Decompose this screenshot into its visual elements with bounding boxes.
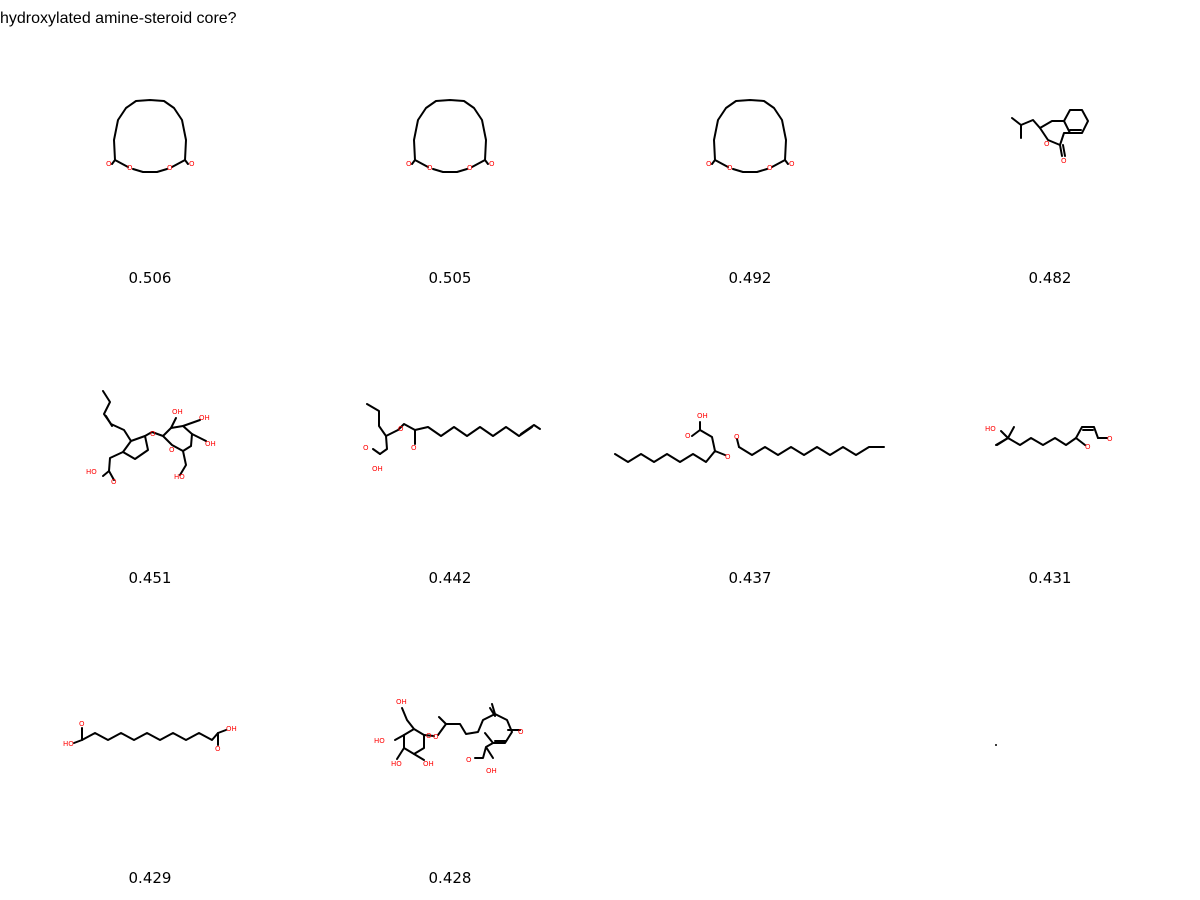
- similarity-score: 0.437: [728, 569, 772, 587]
- oxygen-label: O: [433, 733, 439, 741]
- oxygen-label: O: [111, 478, 117, 486]
- molecule-structure: O O: [1011, 109, 1089, 165]
- hydroxyl-label: OH: [697, 412, 708, 420]
- result-cell[interactable]: O OH OH OH HO HO O O 0.451: [0, 300, 300, 600]
- oxygen-label: O: [767, 164, 773, 172]
- oxygen-label: O: [489, 160, 495, 168]
- hydroxyl-label: OH: [423, 760, 434, 768]
- result-cell[interactable]: O HO OH O 0.429: [0, 600, 300, 900]
- oxygen-label: O: [127, 164, 133, 172]
- result-cell[interactable]: O O 0.482: [900, 0, 1200, 300]
- oxygen-label: O: [734, 433, 740, 441]
- molecule-structure: O O O O: [406, 99, 495, 173]
- oxygen-label: O: [1107, 435, 1113, 443]
- oxygen-label: O: [789, 160, 795, 168]
- hydroxyl-label: OH: [486, 767, 497, 775]
- oxygen-label: O: [411, 444, 417, 452]
- oxygen-label: O: [1061, 157, 1067, 165]
- oxygen-label: O: [725, 453, 731, 461]
- oxygen-label: O: [1085, 443, 1091, 451]
- oxygen-label: O: [406, 160, 412, 168]
- query-title: hydroxylated amine-steroid core?: [0, 10, 237, 27]
- similarity-score: 0.492: [728, 269, 772, 287]
- result-cell[interactable]: OH O O HO HO OH O O OH 0.428: [300, 600, 600, 900]
- hydroxyl-label: HO: [86, 468, 97, 476]
- hydroxyl-label: HO: [374, 737, 385, 745]
- oxygen-label: O: [150, 430, 156, 438]
- oxygen-label: O: [426, 732, 432, 740]
- oxygen-label: O: [169, 446, 175, 454]
- hydroxyl-label: OH: [205, 440, 216, 448]
- hydroxyl-label: HO: [63, 740, 74, 748]
- result-cell[interactable]: O O O OH 0.437: [600, 300, 900, 600]
- molecule-structure: O HO OH O: [63, 720, 237, 753]
- oxygen-label: O: [167, 164, 173, 172]
- oxygen-label: O: [106, 160, 112, 168]
- oxygen-label: O: [215, 745, 221, 753]
- oxygen-label: O: [467, 164, 473, 172]
- oxygen-label: O: [363, 444, 369, 452]
- hydroxyl-label: OH: [172, 408, 183, 416]
- molecule-structure: O O O O: [106, 99, 195, 173]
- result-cell[interactable]: O O O O 0.506: [0, 0, 300, 300]
- similarity-score: 0.451: [128, 569, 172, 587]
- similarity-score: 0.431: [1028, 569, 1072, 587]
- oxygen-label: O: [1044, 140, 1050, 148]
- molecule-structure: O O O OH: [614, 412, 885, 463]
- oxygen-label: O: [727, 164, 733, 172]
- hydroxyl-label: HO: [985, 425, 996, 433]
- molecule-structure: O OH OH OH HO HO O O: [86, 390, 216, 486]
- molecule-structure: OH O O HO HO OH O O OH: [374, 698, 524, 775]
- result-cell[interactable]: O O O O 0.492: [600, 0, 900, 300]
- result-cell[interactable]: O O O O 0.505: [300, 0, 600, 300]
- molecule-structure: HO O O: [985, 425, 1113, 746]
- hydroxyl-label: OH: [396, 698, 407, 706]
- hydroxyl-label: HO: [391, 760, 402, 768]
- similarity-score: 0.429: [128, 869, 172, 887]
- similarity-score: 0.482: [1028, 269, 1072, 287]
- oxygen-label: O: [398, 425, 404, 433]
- oxygen-label: O: [189, 160, 195, 168]
- molecule-structure: O O O OH: [363, 403, 541, 473]
- result-cell[interactable]: O O O OH 0.442: [300, 300, 600, 600]
- similarity-score: 0.505: [428, 269, 472, 287]
- oxygen-label: O: [518, 728, 524, 736]
- oxygen-label: O: [466, 756, 472, 764]
- oxygen-label: O: [79, 720, 85, 728]
- result-cell[interactable]: HO O O 0.431: [900, 300, 1200, 746]
- similarity-score: 0.428: [428, 869, 472, 887]
- oxygen-label: O: [685, 432, 691, 440]
- oxygen-label: O: [427, 164, 433, 172]
- similarity-score: 0.506: [128, 269, 172, 287]
- similarity-score: 0.442: [428, 569, 472, 587]
- hydroxyl-label: OH: [199, 414, 210, 422]
- oxygen-label: O: [706, 160, 712, 168]
- hydroxyl-label: OH: [372, 465, 383, 473]
- hydroxyl-label: OH: [226, 725, 237, 733]
- hydroxyl-label: HO: [174, 473, 185, 481]
- molecule-structure: O O O O: [706, 99, 795, 173]
